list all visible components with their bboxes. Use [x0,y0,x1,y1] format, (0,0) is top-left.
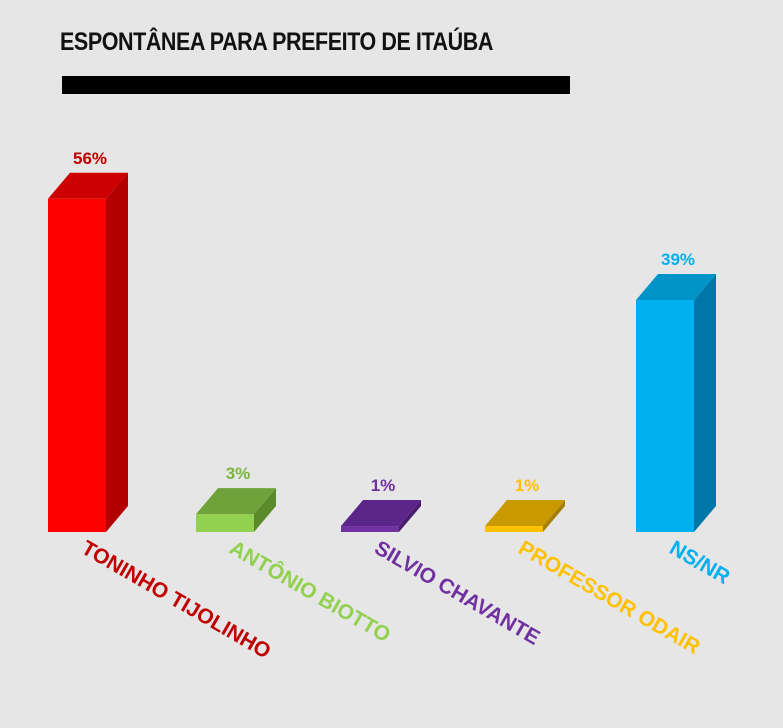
data-label: 39% [661,250,695,269]
bar [485,526,543,532]
bar-top [485,500,565,527]
data-label: 56% [73,149,107,168]
bar [196,514,254,532]
bar-top [341,500,421,527]
bar-side [399,500,421,532]
bar [341,526,399,532]
bar [48,198,106,533]
bar-side [694,273,716,532]
data-label: 3% [226,464,251,483]
title-underline-bar [62,76,570,94]
bar-top [48,172,128,199]
bar-top [196,488,276,515]
bar-side [106,172,128,533]
category-label: NS/NR [666,536,734,589]
chart-title: ESPONTÂNEA PARA PREFEITO DE ITAÚBA [60,28,493,56]
bar [636,299,694,532]
bar-side [254,488,276,532]
data-label: 1% [515,476,540,495]
data-label: 1% [371,476,396,495]
bar-top [636,273,716,300]
bar-side [543,500,565,532]
